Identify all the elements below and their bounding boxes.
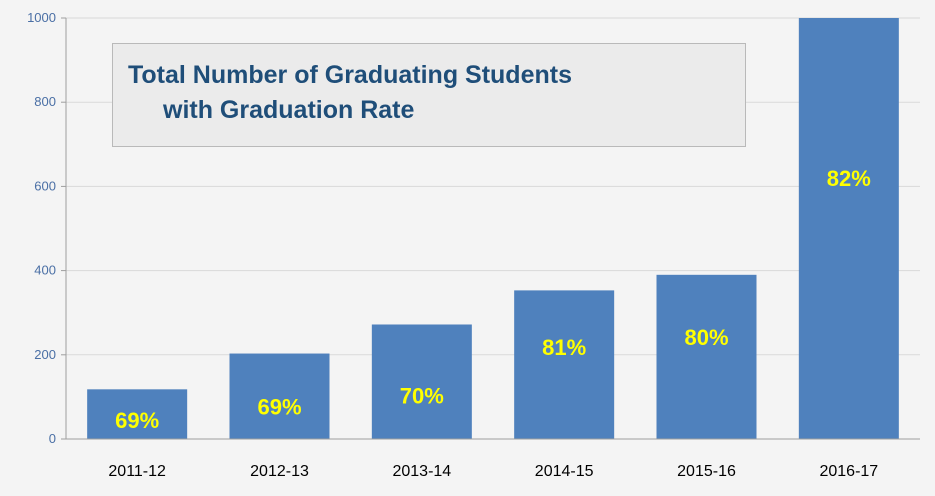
- chart-title-box: Total Number of Graduating Students with…: [112, 43, 746, 147]
- data-label: 69%: [257, 395, 301, 420]
- x-tick-label: 2014-15: [535, 463, 594, 480]
- y-tick-label: 800: [34, 94, 56, 109]
- x-axis-ticks: 2011-12 2012-13 2013-14 2014-15 2015-16 2016-…: [66, 438, 920, 480]
- data-labels: 69% 69% 70% 81% 80% 82%: [115, 166, 871, 433]
- y-tick-label: 200: [34, 347, 56, 362]
- bar-2012-13: [229, 353, 330, 439]
- data-label: 82%: [827, 166, 871, 191]
- x-tick-label: 2015-16: [677, 463, 736, 480]
- data-label: 69%: [115, 408, 159, 433]
- x-tick-label: 2011-12: [108, 463, 166, 480]
- y-tick-label: 400: [34, 263, 56, 278]
- y-tick-label: 600: [34, 178, 56, 193]
- y-tick-label: 1000: [27, 10, 56, 25]
- bar-2011-12: [87, 389, 188, 439]
- bar-2016-17: [798, 18, 899, 439]
- y-tick-label: 0: [49, 431, 56, 446]
- bar-2015-16: [656, 274, 757, 439]
- bar-2013-14: [371, 324, 472, 439]
- data-label: 70%: [400, 383, 444, 408]
- data-label: 81%: [542, 335, 586, 360]
- chart-title-line-1: Total Number of Graduating Students: [128, 61, 572, 89]
- x-tick-label: 2013-14: [392, 463, 451, 480]
- bar-2014-15: [514, 290, 615, 439]
- x-tick-label: 2012-13: [250, 463, 309, 480]
- y-axis-ticks: 0 200 400 600 800 1000: [27, 10, 67, 446]
- chart-title-line-2: with Graduation Rate: [163, 96, 415, 124]
- x-tick-label: 2016-17: [819, 463, 878, 480]
- data-label: 80%: [684, 325, 728, 350]
- bars: [87, 18, 899, 439]
